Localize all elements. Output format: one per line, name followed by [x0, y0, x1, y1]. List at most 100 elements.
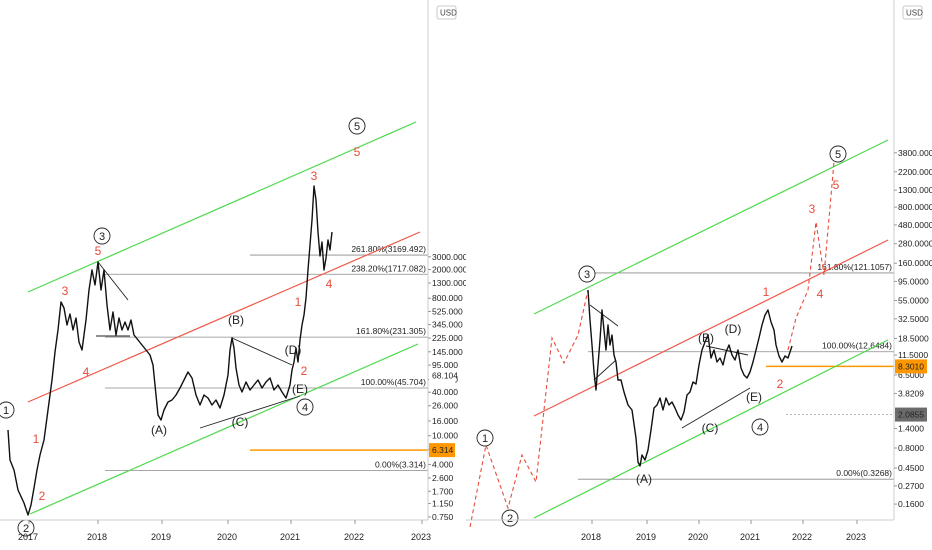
right-wave-circle — [751, 418, 769, 436]
left-fib-label: 238.20%(1717.082) — [351, 263, 426, 273]
left-xtick-label: 2022 — [344, 532, 364, 542]
right-currency-box — [902, 5, 923, 20]
right-ytick-label: 160.0000 — [898, 258, 932, 268]
left-triangle-line — [97, 261, 129, 301]
left-ytick-label: 1.700 — [432, 486, 454, 496]
left-xtick-label: 2023 — [411, 532, 431, 542]
left-red-wave-label: 5 — [354, 145, 361, 159]
right-current-price-text: 2.0855 — [898, 410, 924, 420]
left-red-wave-label: 4 — [326, 277, 333, 291]
left-ytick-label: 145.000 — [432, 347, 463, 357]
left-xtick-label: 2019 — [151, 532, 171, 542]
right-abcde-label: (A) — [636, 472, 652, 486]
left-wave-circle-label: 2 — [23, 523, 29, 535]
right-ytick-label: 1300.0000 — [898, 185, 932, 195]
right-ytick-label: 55.0000 — [898, 295, 929, 305]
right-current-price-tag — [895, 407, 927, 422]
right-ytick-label: 3.8209 — [898, 388, 924, 398]
left-ytick-label: 1300.000 — [432, 278, 466, 288]
left-red-wave-label: 1 — [33, 432, 40, 446]
right-ytick-label: 3800.0000 — [898, 148, 932, 158]
right-wave-circle-label: 1 — [482, 433, 488, 445]
left-level-price-text: 6.314 — [432, 445, 454, 455]
left-ytick-label: 800.000 — [432, 293, 463, 303]
right-wave-circle-label: 2 — [507, 513, 513, 525]
left-wave-circle — [348, 117, 366, 135]
right-wave-circle — [578, 265, 596, 283]
right-ytick-label: 11.5000 — [898, 350, 928, 360]
left-wave-circle — [0, 401, 15, 419]
left-ytick-label: 2.600 — [432, 473, 454, 483]
left-price-series — [7, 185, 333, 516]
left-price-axis[interactable]: 3000.000 2000.000 1300.000 800.000 525.000 34… — [427, 0, 466, 522]
left-ytick-label: 4.000 — [432, 459, 454, 469]
left-ytick-label: 26.000 — [432, 401, 458, 411]
left-red-wave-label: 2 — [39, 489, 46, 503]
right-wave-annotations: 1 2 3 4 5 (A) (B) (C) (D) (E) 1 2 3 4 5 — [476, 145, 847, 527]
right-ytick-label: 6.5000 — [898, 370, 924, 380]
left-ytick-label: 95.000 — [432, 360, 458, 370]
left-wave-circle-label: 4 — [302, 402, 308, 414]
left-abcde-label: (C) — [232, 415, 249, 429]
right-wave-circle — [829, 145, 847, 163]
left-fib-label: 161.80%(231.305) — [356, 326, 426, 336]
right-wave-circle — [476, 429, 494, 447]
right-time-axis[interactable]: 2018 2019 2020 2021 2022 2023 — [466, 519, 894, 542]
right-xtick-label: 2022 — [792, 532, 812, 542]
right-ytick-label: 1.4000 — [898, 423, 924, 433]
right-ytick-label: 0.8000 — [898, 443, 924, 453]
right-ytick-label: 0.1600 — [898, 499, 924, 509]
right-chart-pane[interactable]: 161.80%(121.1057) 100.00%(12.6484) 0.00%(0… — [466, 0, 932, 550]
left-ytick-label: 3000.000 — [432, 252, 466, 262]
left-red-wave-label: 5 — [95, 244, 102, 258]
right-ytick-label: 32.5000 — [898, 314, 929, 324]
right-projection-past — [469, 289, 589, 528]
right-triangle-top — [589, 304, 619, 327]
right-fib-label: 100.00%(12.6484) — [822, 341, 892, 351]
left-triangle-top — [231, 337, 293, 366]
left-time-axis[interactable]: 2017 2018 2019 2020 2021 2022 2023 — [0, 519, 431, 542]
left-current-price-text: 68.104 — [432, 371, 458, 381]
right-channel-lines — [533, 139, 889, 519]
left-red-wave-label: 3 — [62, 284, 69, 298]
right-wave-circle — [501, 509, 519, 527]
right-wave-circle-label: 4 — [757, 422, 763, 434]
right-channel-upper — [533, 139, 889, 315]
right-triangle-lower2 — [681, 387, 751, 429]
right-ytick-label: 0.4500 — [898, 463, 924, 473]
right-abcde-label: (E) — [746, 390, 762, 404]
right-price-axis[interactable]: 3800.0000 2200.0000 1300.0000 800.0000 480.0… — [893, 0, 932, 520]
right-channel-lower — [533, 339, 889, 519]
right-red-wave-label: 3 — [809, 202, 816, 216]
right-ytick-label: 0.2700 — [898, 481, 924, 491]
right-projection-future — [787, 161, 835, 351]
right-wave-circle-label: 3 — [584, 269, 590, 281]
left-wave-circle — [93, 227, 111, 245]
left-level-price-tag — [429, 443, 455, 458]
right-price-chart[interactable]: 161.80%(121.1057) 100.00%(12.6484) 0.00%(0… — [466, 0, 932, 550]
right-level-price-tag — [895, 359, 927, 374]
left-channel-mid — [27, 231, 421, 403]
right-currency-label: USD — [906, 9, 923, 18]
left-wave-circle-label: 1 — [3, 405, 9, 417]
left-ytick-label: 2000.000 — [432, 264, 466, 274]
left-red-wave-label: 2 — [301, 364, 308, 378]
left-ytick-label: 40.000 — [432, 387, 458, 397]
left-channel-upper — [27, 121, 417, 293]
right-fib-label: 161.80%(121.1057) — [817, 262, 892, 272]
left-fib-label: 261.80%(3169.492) — [351, 244, 426, 254]
right-abcde-label: (D) — [725, 322, 742, 336]
right-red-wave-label: 5 — [833, 178, 840, 192]
left-fib-label: 0.00%(3.314) — [375, 459, 426, 469]
right-ytick-label: 480.0000 — [898, 220, 932, 230]
left-abcde-label: (A) — [151, 423, 167, 437]
left-xtick-label: 2018 — [87, 532, 107, 542]
right-red-wave-label: 4 — [817, 287, 824, 301]
left-chart-pane[interactable]: 261.80%(3169.492) 238.20%(1717.082) 161.80… — [0, 0, 466, 550]
left-channel-lines — [27, 121, 421, 515]
left-wave-circle — [296, 398, 314, 416]
right-xtick-label: 2018 — [581, 532, 601, 542]
left-currency-label: USD — [440, 9, 457, 18]
left-price-chart[interactable]: 261.80%(3169.492) 238.20%(1717.082) 161.80… — [0, 0, 466, 550]
right-xtick-label: 2019 — [636, 532, 656, 542]
